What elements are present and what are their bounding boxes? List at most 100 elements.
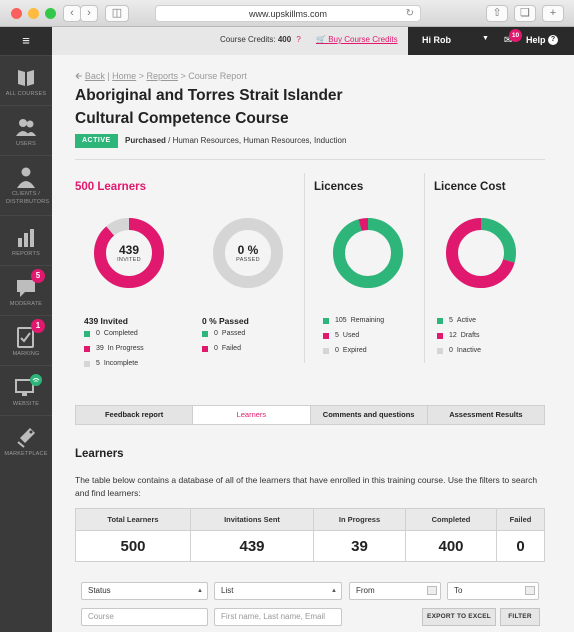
summary-column: Total Learners 500 <box>76 509 191 561</box>
name-email-search-input[interactable]: First name, Last name, Email <box>214 608 342 626</box>
summary-header: Completed <box>406 509 496 531</box>
messages-badge: 10 <box>509 29 522 42</box>
user-menu[interactable]: Hi Rob <box>422 35 451 45</box>
breadcrumb-reports[interactable]: Reports <box>146 71 178 81</box>
sidebar-item-label: USERS <box>16 141 36 147</box>
sidebar-item-label: MARKING <box>12 351 40 357</box>
sidebar-item-users[interactable]: USERS <box>0 105 52 155</box>
legend-item: 0 Passed <box>202 326 245 341</box>
back-nav-icon[interactable]: ‹ <box>63 5 81 22</box>
checklist-icon <box>17 327 34 348</box>
back-arrow-icon[interactable]: 🡰 <box>75 71 83 81</box>
tabs-icon[interactable]: ❏ <box>514 5 536 22</box>
credits-help-icon[interactable]: ? <box>296 35 301 44</box>
legend-item: 5 Incomplete <box>84 356 144 371</box>
breadcrumb-home[interactable]: Home <box>112 71 137 81</box>
sidebar-item-moderate[interactable]: 5 MODERATE <box>0 265 52 315</box>
course-search-input[interactable]: Course <box>81 608 208 626</box>
buy-credits-link[interactable]: 🛒 Buy Course Credits <box>316 35 398 44</box>
sidebar-item-marking[interactable]: 1 MARKING <box>0 315 52 365</box>
invited-number: 439 <box>118 243 140 257</box>
list-select[interactable]: List ▲ <box>214 582 342 600</box>
address-bar[interactable]: www.upskillms.com ↻ <box>155 5 421 22</box>
title-line-2: Cultural Competence Course <box>75 110 289 127</box>
chevron-down-icon[interactable]: ▼ <box>482 35 489 42</box>
invited-legend: 0 Completed 39 In Progress 5 Incomplete <box>84 326 144 371</box>
hamburger-icon[interactable]: ≡ <box>0 27 52 55</box>
legend-item: 0 Failed <box>202 341 245 356</box>
legend-swatch <box>202 345 208 352</box>
summary-value: 39 <box>351 538 368 555</box>
sidebar-item-clients[interactable]: CLIENTS / DISTRIBUTORS <box>0 155 52 215</box>
calendar-icon[interactable] <box>427 586 437 595</box>
filter-button[interactable]: FILTER <box>500 608 540 626</box>
mail-icon[interactable]: ✉ <box>504 35 513 46</box>
section-divider <box>304 173 305 363</box>
maximize-window-icon[interactable] <box>45 8 56 19</box>
sidebar-item-website[interactable]: WEBSITE <box>0 365 52 415</box>
summary-header: Total Learners <box>76 509 190 531</box>
tab-feedback-report[interactable]: Feedback report <box>76 406 194 424</box>
marking-badge: 1 <box>31 319 45 333</box>
breadcrumb-back[interactable]: Back <box>84 71 105 81</box>
section-divider <box>424 173 425 363</box>
minimize-window-icon[interactable] <box>28 8 39 19</box>
status-select-value: Status <box>88 586 111 595</box>
licences-donut-segment <box>333 218 403 288</box>
sidebar-toggle-icon[interactable]: ◫ <box>105 5 129 22</box>
passed-donut-track <box>213 218 283 288</box>
calendar-icon[interactable] <box>525 586 535 595</box>
select-arrows-icon: ▲ <box>197 588 203 594</box>
close-window-icon[interactable] <box>11 8 22 19</box>
breadcrumb: 🡰 Back | Home > Reports > Course Report <box>75 71 247 81</box>
licence-cost-title: Licence Cost <box>434 181 506 193</box>
sidebar-item-label: WEBSITE <box>12 401 40 407</box>
status-badge: ACTIVE <box>75 134 118 148</box>
legend-item: 5 Active <box>437 313 481 328</box>
help-link[interactable]: Help <box>526 35 546 45</box>
passed-donut <box>213 218 283 288</box>
passed-number: 0 % <box>237 243 259 257</box>
forward-nav-icon[interactable]: › <box>80 5 98 22</box>
title-line-1: Aboriginal and Torres Strait Islander <box>75 87 343 104</box>
from-date-input[interactable]: From <box>349 582 441 600</box>
licence-cost-legend: 5 Active 12 Drafts 0 Inactive <box>437 313 481 358</box>
tab-learners[interactable]: Learners <box>193 406 311 424</box>
licences-donut-segment <box>333 218 403 288</box>
moderate-badge: 5 <box>31 269 45 283</box>
reload-icon[interactable]: ↻ <box>405 8 414 19</box>
legend-swatch <box>323 317 329 324</box>
legend-swatch <box>323 347 329 354</box>
passed-donut-label: 0 % PASSED <box>213 243 283 263</box>
status-select[interactable]: Status ▲ <box>81 582 208 600</box>
new-tab-icon[interactable]: + <box>542 5 564 22</box>
share-icon[interactable]: ⇧ <box>486 5 508 22</box>
course-categories: Purchased / Human Resources, Human Resou… <box>125 136 346 145</box>
legend-label: Inactive <box>456 347 482 354</box>
sidebar-item-label: MODERATE <box>9 301 43 307</box>
legend-label: Incomplete <box>103 360 139 367</box>
legend-swatch <box>437 332 443 339</box>
summary-value: 439 <box>239 538 265 555</box>
tab-assessment-results[interactable]: Assessment Results <box>449 410 523 419</box>
breadcrumb-current: Course Report <box>188 71 247 81</box>
export-to-excel-button[interactable]: EXPORT TO EXCEL <box>422 608 496 626</box>
sidebar-item-label: REPORTS <box>12 251 40 257</box>
sidebar-item-marketplace[interactable]: MARKETPLACE <box>0 415 52 465</box>
legend-label: Remaining <box>350 317 385 324</box>
to-date-input[interactable]: To <box>447 582 539 600</box>
legend-value: 5 <box>96 360 100 367</box>
legend-swatch <box>323 332 329 339</box>
legend-swatch <box>84 330 90 337</box>
legend-value: 0 <box>214 330 218 337</box>
name-email-placeholder: First name, Last name, Email <box>221 612 326 621</box>
sidebar-item-reports[interactable]: REPORTS <box>0 215 52 265</box>
tab-comments-and-questions[interactable]: Comments and questions <box>311 406 428 424</box>
legend-value: 5 <box>335 332 339 339</box>
legend-swatch <box>84 345 90 352</box>
sidebar-item-all-courses[interactable]: ALL COURSES <box>0 55 52 105</box>
legend-label: Drafts <box>460 332 480 339</box>
help-icon[interactable]: ? <box>548 35 558 45</box>
legend-label: Expired <box>342 347 367 354</box>
browser-chrome: ‹ › ◫ www.upskillms.com ↻ ⇧ ❏ + <box>0 0 574 27</box>
